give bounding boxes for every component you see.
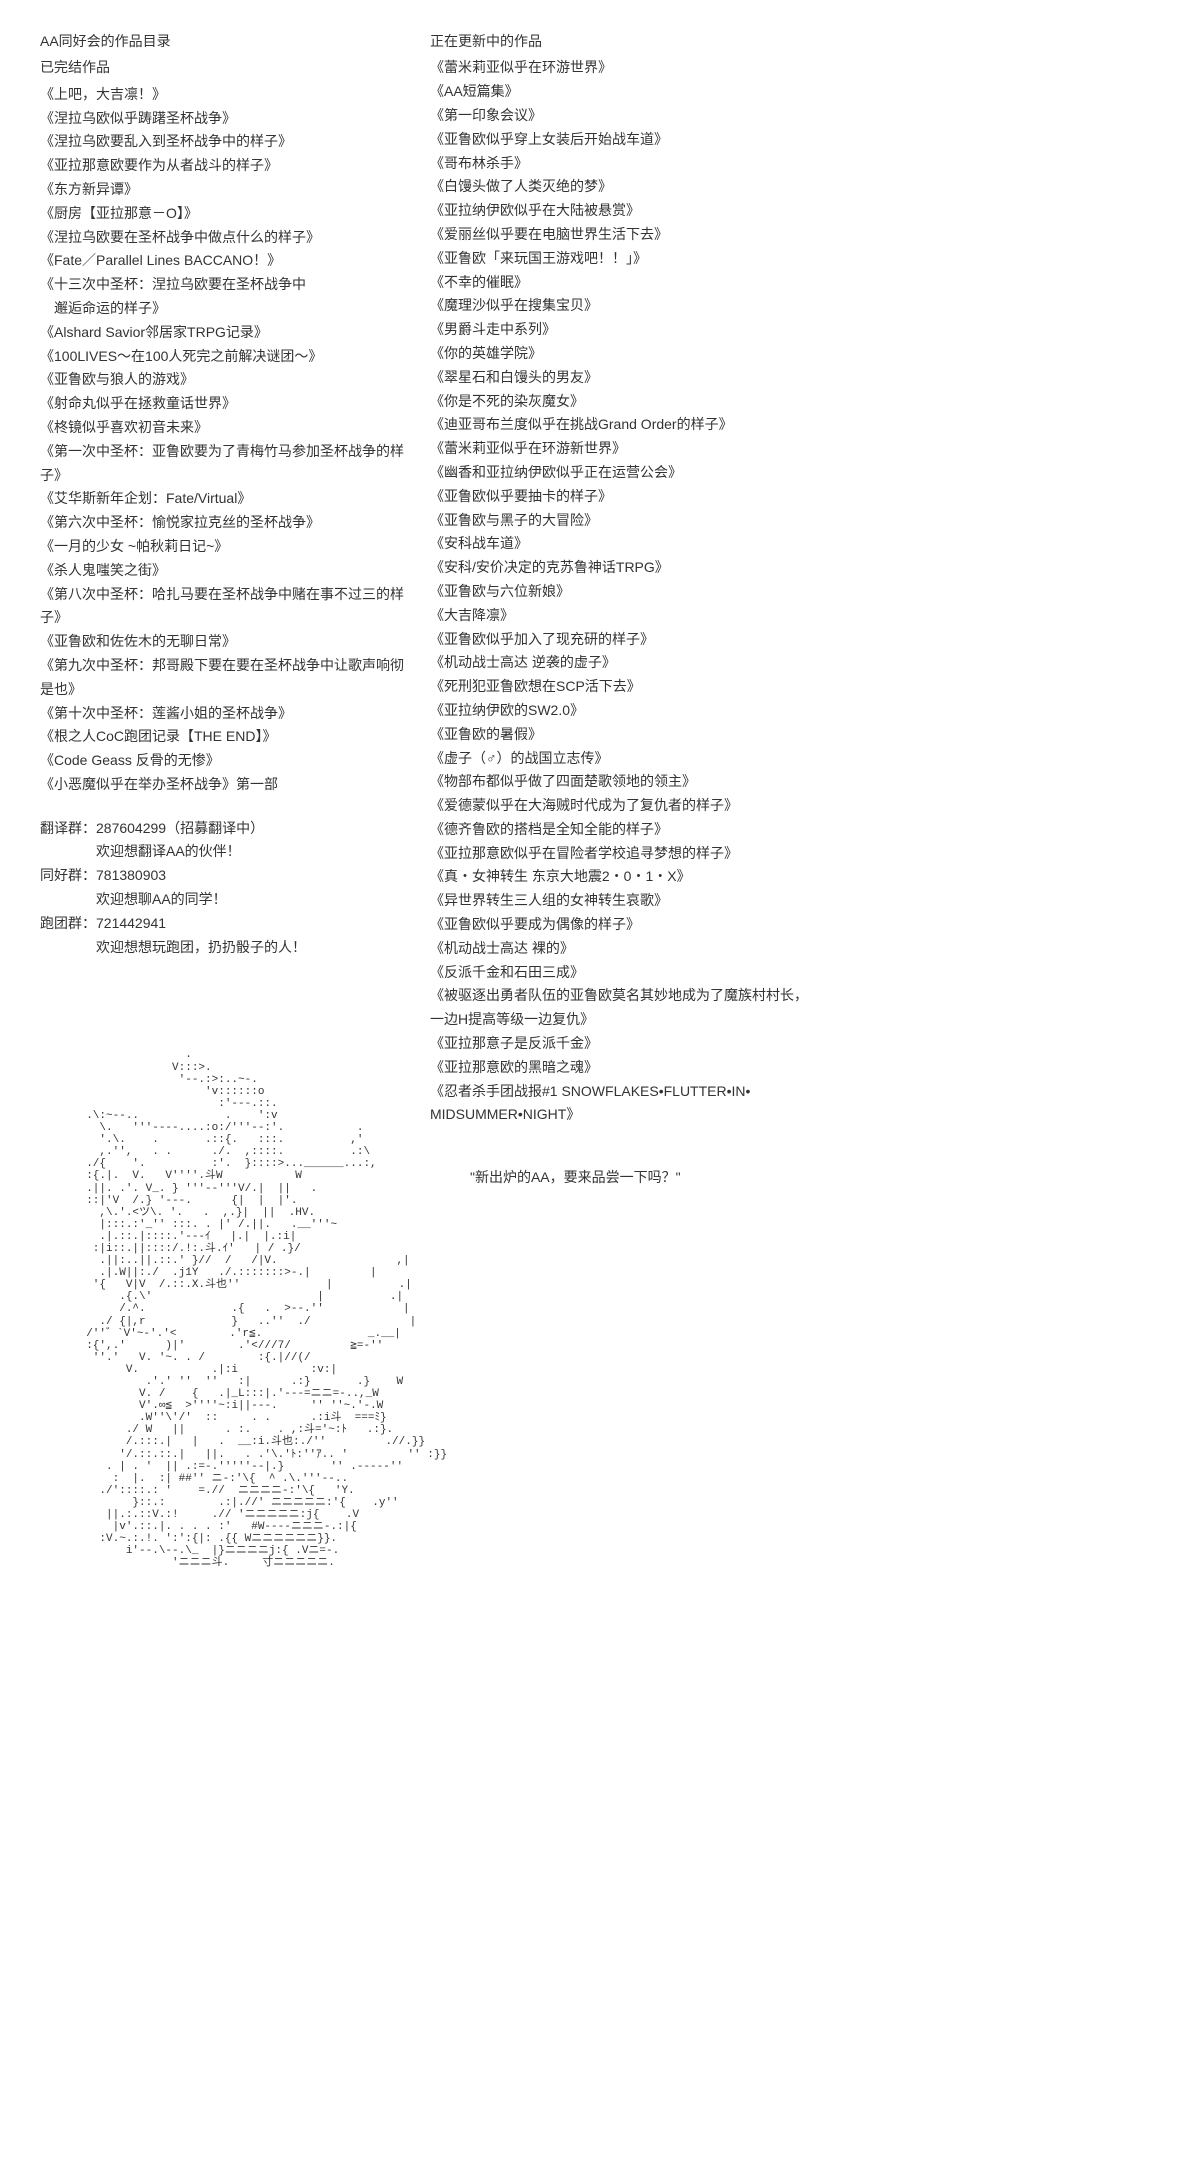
work-item: 《第一印象会议》 xyxy=(430,104,1162,128)
groups-section: 翻译群：287604299（招募翻译中） 欢迎想翻译AA的伙伴！ 同好群：781… xyxy=(40,817,410,960)
work-item: 《异世界转生三人组的女神转生哀歌》 xyxy=(430,889,1162,913)
work-item: 《一月的少女 ~帕秋莉日记~》 xyxy=(40,535,410,559)
left-column: AA同好会的作品目录 已完结作品 《上吧，大吉凛！》《涅拉乌欧似乎踌躇圣杯战争》… xyxy=(40,30,410,1570)
work-item: 《机动战士高达 裸的》 xyxy=(430,937,1162,961)
work-item: 《亚拉纳伊欧的SW2.0》 xyxy=(430,699,1162,723)
work-item: 《AA短篇集》 xyxy=(430,80,1162,104)
work-item: 《亚鲁欧似乎要成为偶像的样子》 xyxy=(430,913,1162,937)
work-item: 《安科/安价决定的克苏鲁神话TRPG》 xyxy=(430,556,1162,580)
work-item: 《Alshard Savior邻居家TRPG记录》 xyxy=(40,321,410,345)
work-item: 《白馒头做了人类灭绝的梦》 xyxy=(430,175,1162,199)
work-item: 《亚鲁欧与黑子的大冒险》 xyxy=(430,509,1162,533)
work-item: 《小恶魔似乎在举办圣杯战争》第一部 xyxy=(40,773,410,797)
work-item: 《东方新异谭》 xyxy=(40,178,410,202)
work-item: 《爱丽丝似乎要在电脑世界生活下去》 xyxy=(430,223,1162,247)
work-item: 《厨房【亚拉那意－O】》 xyxy=(40,202,410,226)
work-item: 《上吧，大吉凛！》 xyxy=(40,83,410,107)
work-item: 《根之人CoC跑团记录【THE END】》 xyxy=(40,725,410,749)
work-item: 《亚拉那意欧似乎在冒险者学校追寻梦想的样子》 xyxy=(430,842,1162,866)
work-item: 《亚鲁欧与狼人的游戏》 xyxy=(40,368,410,392)
work-item: 《第九次中圣杯：邦哥殿下要在要在圣杯战争中让歌声响彻是也》 xyxy=(40,654,410,702)
work-item: 《死刑犯亚鲁欧想在SCP活下去》 xyxy=(430,675,1162,699)
work-item: 《幽香和亚拉纳伊欧似乎正在运营公会》 xyxy=(430,461,1162,485)
work-item: 《十三次中圣杯：涅拉乌欧要在圣杯战争中 邂逅命运的样子》 xyxy=(40,273,410,321)
work-item: 《迪亚哥布兰度似乎在挑战Grand Order的样子》 xyxy=(430,413,1162,437)
work-item: 《亚鲁欧与六位新娘》 xyxy=(430,580,1162,604)
work-item: 《亚鲁欧的暑假》 xyxy=(430,723,1162,747)
work-item: 《第八次中圣杯：哈扎马要在圣杯战争中赌在事不过三的样子》 xyxy=(40,583,410,631)
work-item: 《杀人鬼嗤笑之街》 xyxy=(40,559,410,583)
work-item: 《亚拉纳伊欧似乎在大陆被悬赏》 xyxy=(430,199,1162,223)
work-item: 《机动战士高达 逆袭的虚子》 xyxy=(430,651,1162,675)
work-item: 《物部布都似乎做了四面楚歌领地的领主》 xyxy=(430,770,1162,794)
work-item: 《射命丸似乎在拯救童话世界》 xyxy=(40,392,410,416)
work-item: 《涅拉乌欧要乱入到圣杯战争中的样子》 xyxy=(40,130,410,154)
work-item: 《亚鲁欧似乎穿上女装后开始战车道》 xyxy=(430,128,1162,152)
ascii-art: . V:::>. '--.:>:..~-. 'v::::::o :'---.::… xyxy=(40,1049,410,1569)
fan-desc: 欢迎想聊AA的同学！ xyxy=(40,888,410,912)
work-item: 《Fate／Parallel Lines BACCANO！》 xyxy=(40,249,410,273)
work-item: 《亚鲁欧似乎要抽卡的样子》 xyxy=(430,485,1162,509)
work-item: 《100LIVES～在100人死完之前解决谜团～》 xyxy=(40,345,410,369)
run-group: 跑团群：721442941 xyxy=(40,912,410,936)
completed-works-list: 《上吧，大吉凛！》《涅拉乌欧似乎踌躇圣杯战争》《涅拉乌欧要乱入到圣杯战争中的样子… xyxy=(40,83,410,797)
work-item: 《反派千金和石田三成》 xyxy=(430,961,1162,985)
work-item: 《Code Geass 反骨的无惨》 xyxy=(40,749,410,773)
work-item: 《哥布林杀手》 xyxy=(430,152,1162,176)
work-item: 《亚拉那意欧要作为从者战斗的样子》 xyxy=(40,154,410,178)
work-item: 《亚鲁欧和佐佐木的无聊日常》 xyxy=(40,630,410,654)
work-item: 《虚子（♂）的战国立志传》 xyxy=(430,747,1162,771)
work-item: 《翠星石和白馒头的男友》 xyxy=(430,366,1162,390)
fan-group: 同好群：781380903 xyxy=(40,864,410,888)
right-column: 正在更新中的作品 《蕾米莉亚似乎在环游世界》《AA短篇集》《第一印象会议》《亚鲁… xyxy=(430,30,1162,1570)
updating-title: 正在更新中的作品 xyxy=(430,30,1162,52)
work-item: 《蕾米莉亚似乎在环游世界》 xyxy=(430,56,1162,80)
work-item: 《蕾米莉亚似乎在环游新世界》 xyxy=(430,437,1162,461)
updating-works-list: 《蕾米莉亚似乎在环游世界》《AA短篇集》《第一印象会议》《亚鲁欧似乎穿上女装后开… xyxy=(430,56,1162,1127)
work-item: 《大吉降凛》 xyxy=(430,604,1162,628)
work-item: 《亚拉那意子是反派千金》 xyxy=(430,1032,1162,1056)
work-item: 《艾华斯新年企划：Fate/Virtual》 xyxy=(40,487,410,511)
work-item: 《你是不死的染灰魔女》 xyxy=(430,390,1162,414)
work-item: 《男爵斗走中系列》 xyxy=(430,318,1162,342)
work-item: 《不幸的催眠》 xyxy=(430,271,1162,295)
work-item: 《柊镜似乎喜欢初音未来》 xyxy=(40,416,410,440)
work-item: 《魔理沙似乎在搜集宝贝》 xyxy=(430,294,1162,318)
translate-group: 翻译群：287604299（招募翻译中） xyxy=(40,817,410,841)
work-item: 《涅拉乌欧要在圣杯战争中做点什么的样子》 xyxy=(40,226,410,250)
work-item: 《爱德蒙似乎在大海贼时代成为了复仇者的样子》 xyxy=(430,794,1162,818)
translate-desc: 欢迎想翻译AA的伙伴！ xyxy=(40,840,410,864)
work-item: 《真・女神转生 东京大地震2・0・1・X》 xyxy=(430,865,1162,889)
work-item: 《德齐鲁欧的搭档是全知全能的样子》 xyxy=(430,818,1162,842)
work-item: 《亚鲁欧似乎加入了现充研的样子》 xyxy=(430,628,1162,652)
work-item: 《忍者杀手团战报#1 SNOWFLAKES•FLUTTER•IN•MIDSUMM… xyxy=(430,1080,1162,1128)
work-item: 《涅拉乌欧似乎踌躇圣杯战争》 xyxy=(40,107,410,131)
work-item: 《亚拉那意欧的黑暗之魂》 xyxy=(430,1056,1162,1080)
completed-title: 已完结作品 xyxy=(40,56,410,78)
quote-text: "新出炉的AA，要来品尝一下吗？" xyxy=(430,1167,1162,1187)
work-item: 《安科战车道》 xyxy=(430,532,1162,556)
work-item: 《你的英雄学院》 xyxy=(430,342,1162,366)
work-item: 《第十次中圣杯：莲酱小姐的圣杯战争》 xyxy=(40,702,410,726)
work-item: 《亚鲁欧「来玩国王游戏吧！！」》 xyxy=(430,247,1162,271)
main-title: AA同好会的作品目录 xyxy=(40,30,410,52)
run-desc: 欢迎想想玩跑团，扔扔骰子的人！ xyxy=(40,936,410,960)
work-item: 《被驱逐出勇者队伍的亚鲁欧莫名其妙地成为了魔族村村长，一边H提高等级一边复仇》 xyxy=(430,984,1162,1032)
work-item: 《第一次中圣杯：亚鲁欧要为了青梅竹马参加圣杯战争的样子》 xyxy=(40,440,410,488)
work-item: 《第六次中圣杯：愉悦家拉克丝的圣杯战争》 xyxy=(40,511,410,535)
